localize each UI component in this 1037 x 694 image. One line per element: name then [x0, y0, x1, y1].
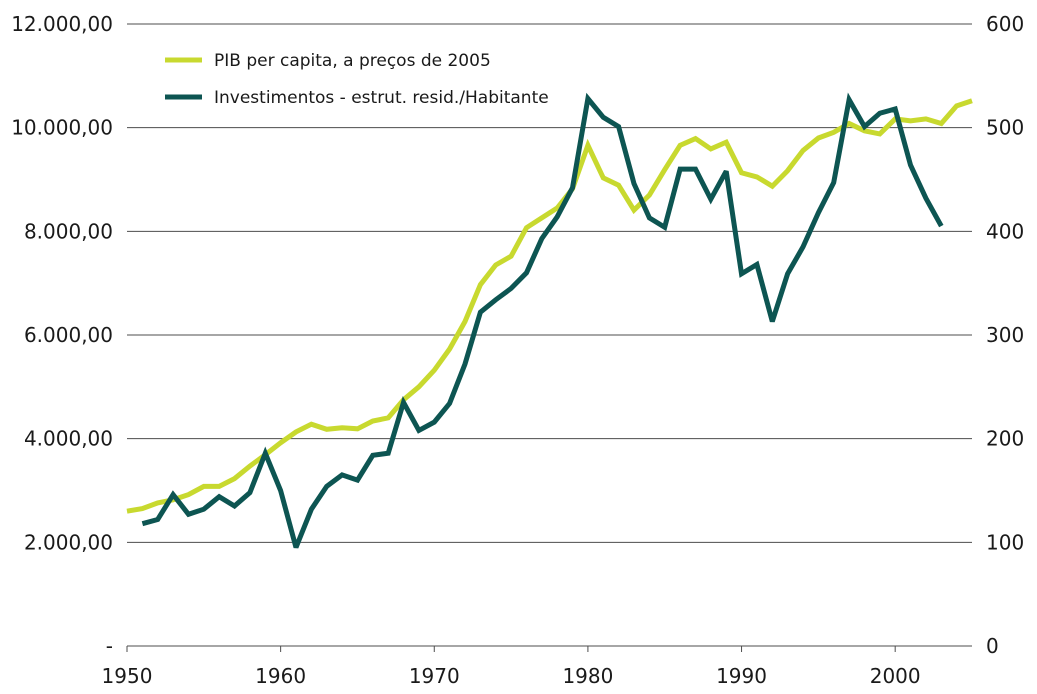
gridlines [127, 23, 972, 543]
y-tick-label-right: 600 [986, 12, 1024, 36]
x-tick-label: 1950 [102, 664, 153, 688]
right-y-axis: 0 100 200 300 400 500 600 [986, 12, 1024, 658]
x-tick-label: 1990 [716, 664, 767, 688]
x-tick-label: 1980 [562, 664, 613, 688]
x-axis-ticks: 1950 1960 1970 1980 1990 2000 [102, 646, 921, 688]
legend-label-investimentos: Investimentos - estrut. resid./Habitante [214, 88, 549, 108]
y-tick-label-right: 100 [986, 530, 1024, 554]
y-tick-label-right: 400 [986, 219, 1024, 243]
y-tick-label-right: 200 [986, 427, 1024, 451]
y-tick-label-left: 10.000,00 [11, 116, 113, 140]
x-tick-label: 2000 [870, 664, 921, 688]
y-tick-label-left: 6.000,00 [24, 323, 113, 347]
y-tick-label-right: 300 [986, 323, 1024, 347]
y-tick-label-left: 4.000,00 [24, 427, 113, 451]
series-line-0 [126, 98, 973, 514]
y-tick-label-left: 12.000,00 [11, 12, 113, 36]
y-tick-label-left: 8.000,00 [24, 219, 113, 243]
series-layer [126, 92, 973, 549]
legend: PIB per capita, a preços de 2005 Investi… [165, 51, 549, 108]
y-tick-label-left: 2.000,00 [24, 530, 113, 554]
left-y-axis: - 2.000,00 4.000,00 6.000,00 8.000,00 10.000,… [11, 12, 113, 658]
x-tick-label: 1960 [255, 664, 306, 688]
x-tick-label: 1970 [409, 664, 460, 688]
y-tick-label-right: 0 [986, 634, 999, 658]
y-tick-label-left: - [106, 634, 113, 658]
y-tick-label-right: 500 [986, 116, 1024, 140]
legend-label-pib: PIB per capita, a preços de 2005 [214, 51, 491, 71]
series-line-1 [141, 92, 944, 549]
